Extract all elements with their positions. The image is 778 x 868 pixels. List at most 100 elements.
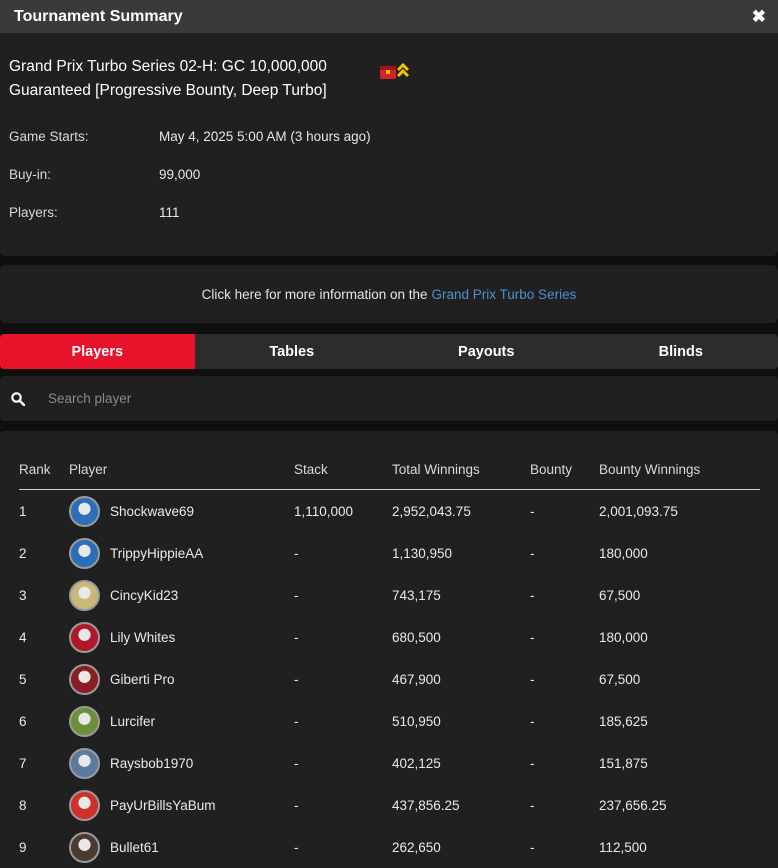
cell-stack: - — [294, 545, 299, 561]
column-header-bounty-winnings[interactable]: Bounty Winnings — [599, 462, 701, 477]
table-row[interactable]: 5 Giberti Pro - 467,900 - 67,500 — [19, 658, 760, 700]
player-name[interactable]: Lurcifer — [110, 713, 156, 729]
series-info-banner[interactable]: Click here for more information on the G… — [0, 265, 778, 323]
cell-stack: - — [294, 671, 299, 687]
cell-bounty: - — [530, 713, 535, 729]
cell-total-winnings: 437,856.25 — [392, 797, 460, 813]
info-row: Game Starts: May 4, 2025 5:00 AM (3 hours… — [9, 117, 769, 155]
column-header-player[interactable]: Player — [69, 462, 108, 477]
info-value: 111 — [159, 204, 180, 220]
avatar — [69, 495, 100, 527]
cell-bounty-winnings: 112,500 — [599, 839, 647, 855]
cell-stack: - — [294, 839, 299, 855]
cell-rank: 1 — [19, 503, 27, 519]
table-row[interactable]: 3 CincyKid23 - 743,175 - 67,500 — [19, 574, 760, 616]
column-header-total-winnings[interactable]: Total Winnings — [392, 462, 480, 477]
table-row[interactable]: 4 Lily Whites - 680,500 - 180,000 — [19, 616, 760, 658]
tab-tables[interactable]: Tables — [269, 343, 315, 360]
cell-bounty: - — [530, 839, 535, 855]
info-value: 99,000 — [159, 166, 201, 182]
player-cell: PayUrBillsYaBum — [69, 789, 294, 821]
cell-rank: 8 — [19, 797, 27, 813]
cell-stack: 1,110,000 — [294, 503, 354, 519]
cell-total-winnings: 262,650 — [392, 839, 441, 855]
cell-stack: - — [294, 587, 299, 603]
cell-stack: - — [294, 797, 299, 813]
cell-total-winnings: 467,900 — [392, 671, 441, 687]
avatar — [69, 621, 100, 653]
series-banner-text: Click here for more information on the — [201, 286, 428, 302]
table-row[interactable]: 2 TrippyHippieAA - 1,130,950 - 180,000 — [19, 532, 760, 574]
search-icon — [11, 391, 26, 406]
cell-total-winnings: 743,175 — [392, 587, 441, 603]
player-name[interactable]: Giberti Pro — [110, 671, 175, 687]
column-header-bounty[interactable]: Bounty — [530, 462, 573, 477]
cell-stack: - — [294, 713, 299, 729]
player-name[interactable]: TrippyHippieAA — [110, 545, 204, 561]
series-link[interactable]: Grand Prix Turbo Series — [431, 286, 577, 302]
window-title: Tournament Summary — [14, 7, 183, 25]
cell-bounty-winnings: 67,500 — [599, 587, 641, 603]
cell-bounty-winnings: 67,500 — [599, 671, 641, 687]
cell-rank: 4 — [19, 629, 27, 645]
table-row[interactable]: 8 PayUrBillsYaBum - 437,856.25 - 237,656.25 — [19, 784, 760, 826]
cell-bounty: - — [530, 545, 535, 561]
avatar — [69, 789, 100, 821]
cell-total-winnings: 1,130,950 — [392, 545, 453, 561]
cell-stack: - — [294, 629, 299, 645]
info-row: Players: 111 — [9, 193, 769, 231]
tournament-info-panel: Grand Prix Turbo Series 02-H: GC 10,000,… — [0, 33, 778, 256]
avatar — [69, 663, 100, 695]
table-row[interactable]: 1 Shockwave69 1,110,000 2,952,043.75 - 2,001,… — [19, 490, 760, 532]
table-row[interactable]: 9 Bullet61 - 262,650 - 112,500 — [19, 826, 760, 868]
player-name[interactable]: CincyKid23 — [110, 587, 179, 603]
column-header-stack[interactable]: Stack — [294, 462, 328, 477]
cell-bounty: - — [530, 587, 535, 603]
tab-bar: Players Tables Payouts Blinds — [0, 334, 778, 369]
avatar — [69, 705, 100, 737]
player-name[interactable]: Lily Whites — [110, 629, 176, 645]
table-row[interactable]: 7 Raysbob1970 - 402,125 - 151,875 — [19, 742, 760, 784]
cell-total-winnings: 2,952,043.75 — [392, 503, 471, 519]
cell-bounty: - — [530, 671, 535, 687]
cell-rank: 2 — [19, 545, 27, 561]
cell-rank: 5 — [19, 671, 27, 687]
player-cell: Giberti Pro — [69, 663, 294, 695]
title-bar: Tournament Summary ✖ — [0, 0, 778, 33]
search-bar — [0, 376, 778, 421]
player-cell: Shockwave69 — [69, 495, 294, 527]
search-player-input[interactable] — [48, 391, 648, 406]
info-row: Buy-in: 99,000 — [9, 155, 769, 193]
player-cell: TrippyHippieAA — [69, 537, 294, 569]
tab-blinds[interactable]: Blinds — [658, 343, 703, 360]
avatar — [69, 537, 100, 569]
player-cell: Lily Whites — [69, 621, 294, 653]
cell-rank: 7 — [19, 755, 27, 771]
player-name[interactable]: PayUrBillsYaBum — [110, 797, 216, 813]
table-header: Rank Player Stack Total Winnings Bounty Bount… — [19, 431, 760, 490]
tab-players[interactable]: Players — [0, 334, 195, 369]
cell-total-winnings: 680,500 — [392, 629, 441, 645]
table-row[interactable]: 6 Lurcifer - 510,950 - 185,625 — [19, 700, 760, 742]
tournament-name: Grand Prix Turbo Series 02-H: GC 10,000,… — [9, 58, 327, 99]
cell-bounty-winnings: 185,625 — [599, 713, 648, 729]
cell-bounty-winnings: 151,875 — [599, 755, 648, 771]
cell-rank: 3 — [19, 587, 27, 603]
cell-bounty-winnings: 2,001,093.75 — [599, 503, 678, 519]
avatar — [69, 831, 100, 863]
info-label: Players: — [9, 204, 58, 220]
avatar — [69, 579, 100, 611]
info-label: Game Starts: — [9, 128, 89, 144]
column-header-rank[interactable]: Rank — [19, 462, 51, 477]
info-label: Buy-in: — [9, 166, 52, 182]
tab-payouts[interactable]: Payouts — [458, 343, 515, 360]
cell-bounty: - — [530, 797, 535, 813]
player-name[interactable]: Raysbob1970 — [110, 755, 194, 771]
player-name[interactable]: Shockwave69 — [110, 503, 195, 519]
player-name[interactable]: Bullet61 — [110, 839, 159, 855]
cell-bounty-winnings: 237,656.25 — [599, 797, 667, 813]
player-cell: Lurcifer — [69, 705, 294, 737]
cell-bounty: - — [530, 755, 535, 771]
close-icon[interactable]: ✖ — [751, 7, 766, 26]
cell-total-winnings: 510,950 — [392, 713, 441, 729]
